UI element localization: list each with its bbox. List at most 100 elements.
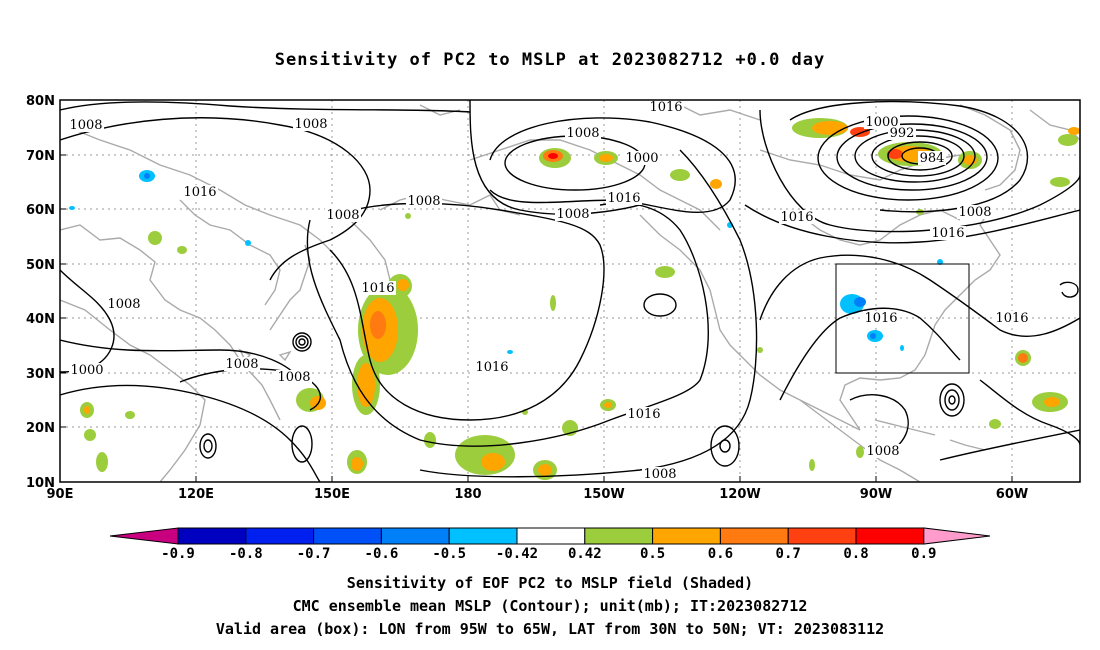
contour-label-bg <box>565 126 601 140</box>
contour-label: 1016 <box>627 407 660 422</box>
contour-label-bg <box>957 205 993 219</box>
footer-line-1: Sensitivity of EOF PC2 to MSLP field (Sh… <box>346 574 754 592</box>
colorbar-max-triangle <box>923 527 991 545</box>
axis-tick-marks <box>60 99 1013 482</box>
contour-label-bg <box>106 297 142 311</box>
lat-tick: 40N <box>26 312 55 327</box>
colorbar-label: 0.8 <box>843 546 868 562</box>
contour-label: 1008 <box>556 207 589 222</box>
colorbar-label: 0.9 <box>911 546 936 562</box>
footer-line-2: CMC ensemble mean MSLP (Contour); unit(m… <box>292 597 808 615</box>
lon-tick: 60W <box>996 487 1028 502</box>
lat-tick: 60N <box>26 203 55 218</box>
lat-tick: 80N <box>26 94 55 109</box>
colorbar-label: -0.42 <box>496 546 538 562</box>
colorbar-segment <box>313 527 382 545</box>
colorbar-label: 0.5 <box>640 546 665 562</box>
contour-label: 1008 <box>958 205 991 220</box>
colorbar-labels: -0.9 -0.8 -0.7 -0.6 -0.5 -0.42 0.42 0.5 0.6 0.7 0.… <box>161 546 936 562</box>
colorbar-segment <box>380 527 450 545</box>
lon-tick: 90E <box>47 487 74 502</box>
contour-label-bg <box>182 185 218 199</box>
lat-tick: 20N <box>26 421 55 436</box>
colorbar-segment <box>245 527 315 545</box>
mslp-contours <box>60 100 1080 482</box>
contour-label-bg <box>606 191 642 205</box>
contour-label-bg <box>325 208 361 222</box>
contour-label: 1016 <box>995 311 1028 326</box>
colorbar-segment <box>448 527 518 545</box>
contour-label-bg <box>68 118 104 132</box>
colorbar-label: -0.9 <box>161 546 195 562</box>
contour-label-bg <box>994 311 1030 325</box>
colorbar-segment <box>584 527 654 545</box>
contour-label-bg <box>224 357 260 371</box>
lon-tick: 150E <box>314 487 350 502</box>
contour-label: 1016 <box>607 191 640 206</box>
contour-label-bg <box>555 207 591 221</box>
lat-tick: 10N <box>26 476 55 491</box>
lon-tick: 150W <box>583 487 624 502</box>
contour-label-bg <box>69 363 105 377</box>
contour-label-bg <box>648 100 684 114</box>
contour-label-bg <box>779 210 815 224</box>
contour-label: 1008 <box>566 126 599 141</box>
colorbar-label: 0.6 <box>708 546 733 562</box>
contour-label: 1008 <box>225 357 258 372</box>
contour-label-bg <box>626 407 662 421</box>
colorbar <box>109 527 991 545</box>
colorbar-segment <box>177 527 247 545</box>
contour-label: 1016 <box>864 311 897 326</box>
contour-label: 1008 <box>866 444 899 459</box>
sensitivity-shading <box>69 118 1080 480</box>
contour-label: 1016 <box>931 226 964 241</box>
lat-tick: 70N <box>26 149 55 164</box>
contour-label-bg <box>624 151 660 165</box>
contour-label: 1008 <box>277 370 310 385</box>
lon-tick-labels: 90E 120E 150E 180 150W 120W 90W 60W <box>47 487 1029 502</box>
contour-label: 1008 <box>69 118 102 133</box>
contour-label-bg <box>918 151 946 165</box>
lat-tick: 50N <box>26 258 55 273</box>
contour-label: 1000 <box>625 151 658 166</box>
contour-label: 1008 <box>107 297 140 312</box>
colorbar-label: -0.5 <box>432 546 466 562</box>
colorbar-segment <box>652 527 721 545</box>
contour-label: 1016 <box>183 185 216 200</box>
contour-label: 984 <box>920 151 945 166</box>
lat-tick: 30N <box>26 367 55 382</box>
colorbar-segment <box>855 527 925 545</box>
footer-line-3: Valid area (box): LON from 95W to 65W, L… <box>215 620 885 638</box>
lat-tick-labels: 80N 70N 60N 50N 40N 30N 20N 10N <box>26 94 55 491</box>
colorbar-label: -0.7 <box>297 546 331 562</box>
colorbar-label: -0.6 <box>365 546 399 562</box>
contour-label: 1016 <box>361 281 394 296</box>
contour-label-bg <box>642 467 678 481</box>
lon-tick: 120E <box>178 487 214 502</box>
colorbar-segment <box>719 527 789 545</box>
colorbar-min-triangle <box>109 527 179 545</box>
contour-label: 1016 <box>780 210 813 225</box>
contour-label-bg <box>474 360 510 374</box>
contour-label: 1000 <box>70 363 103 378</box>
colorbar-segment <box>787 527 857 545</box>
contour-label: 1008 <box>326 208 359 223</box>
valid-area-box <box>835 263 970 374</box>
map-title: Sensitivity of PC2 to MSLP at 2023082712… <box>274 50 826 70</box>
contour-label-bg <box>406 194 442 208</box>
contour-label-bg <box>888 126 916 140</box>
contour-label: 1008 <box>643 467 676 482</box>
lon-tick: 180 <box>454 487 481 502</box>
colorbar-segment <box>516 527 586 545</box>
lon-tick: 120W <box>719 487 760 502</box>
contour-label: 1016 <box>475 360 508 375</box>
contour-label-bg <box>863 311 899 325</box>
contour-labels: 1008 1008 1016 1016 1008 1000 992 984 1008 1008 10… <box>68 100 1030 482</box>
colorbar-label: 0.42 <box>568 546 602 562</box>
contour-label-bg <box>865 444 901 458</box>
lon-tick: 90W <box>860 487 892 502</box>
contour-label: 1016 <box>649 100 682 115</box>
contour-label-bg <box>930 226 966 240</box>
contour-label: 1008 <box>407 194 440 209</box>
